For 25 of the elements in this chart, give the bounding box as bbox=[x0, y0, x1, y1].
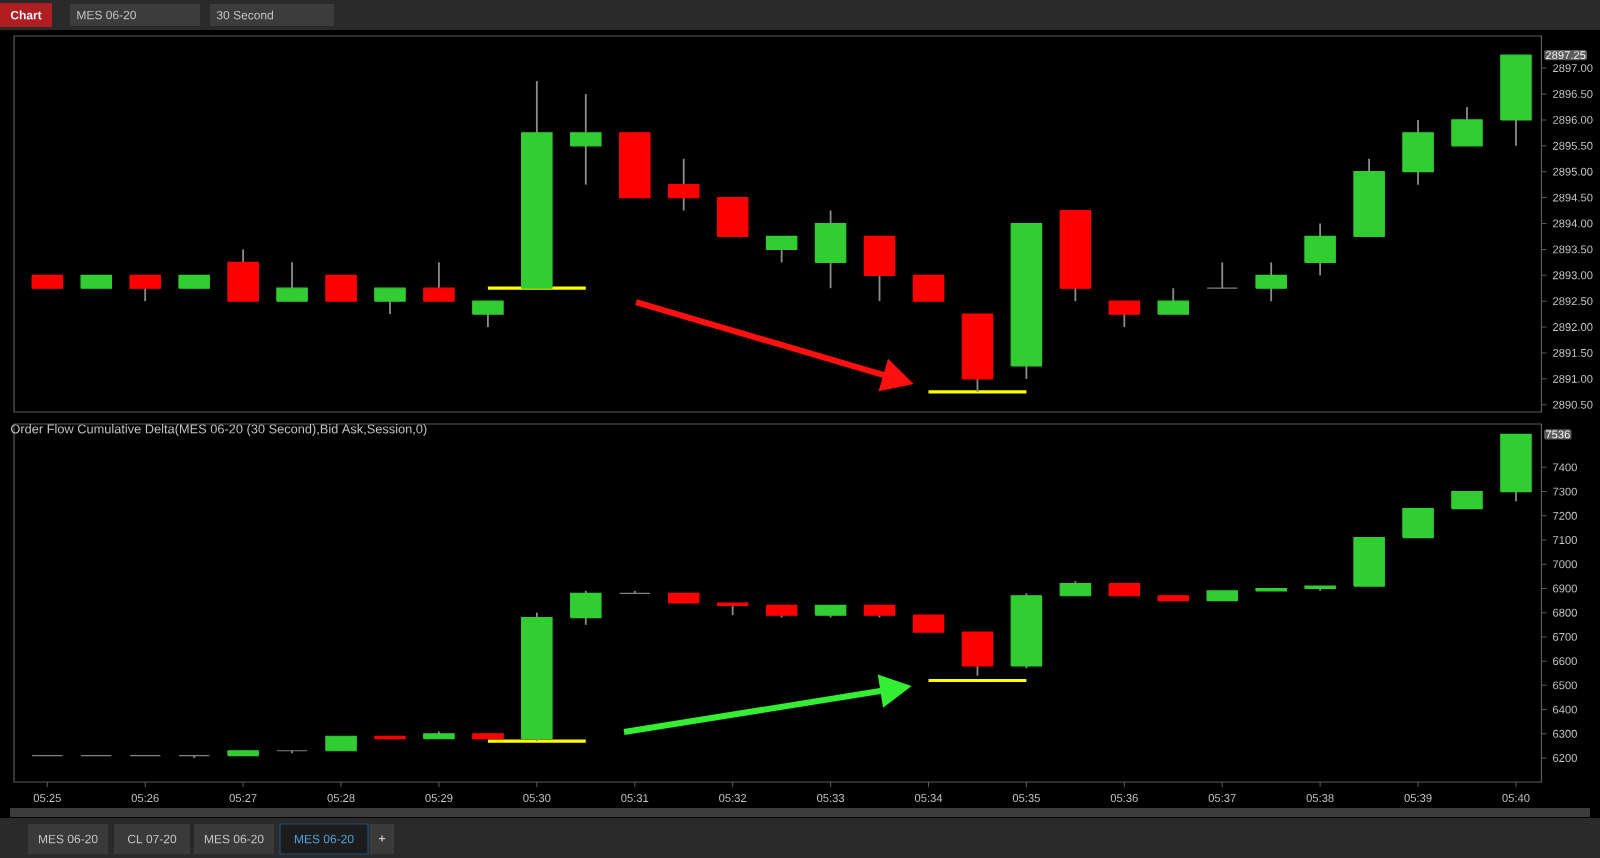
candlestick bbox=[814, 209, 847, 290]
candlestick bbox=[227, 248, 259, 303]
candlestick bbox=[1255, 261, 1287, 303]
candlestick bbox=[129, 274, 161, 303]
candlestick bbox=[472, 300, 504, 328]
candlestick bbox=[1304, 222, 1336, 277]
candlestick bbox=[1402, 119, 1434, 186]
candlestick bbox=[276, 261, 308, 303]
candlestick bbox=[1402, 507, 1434, 539]
candlestick bbox=[1108, 300, 1141, 328]
candlestick bbox=[667, 157, 700, 212]
candlestick bbox=[1206, 261, 1239, 290]
candlestick bbox=[863, 235, 896, 303]
candlestick bbox=[570, 590, 602, 626]
candlestick bbox=[423, 261, 455, 303]
candlestick bbox=[912, 274, 945, 302]
candlestick bbox=[374, 287, 406, 316]
candlestick bbox=[716, 196, 749, 238]
candlestick bbox=[325, 274, 357, 303]
candlestick bbox=[276, 749, 308, 755]
candlestick bbox=[1157, 287, 1190, 316]
candlestick bbox=[961, 631, 994, 677]
candlestick bbox=[570, 93, 602, 186]
candlestick bbox=[1451, 106, 1483, 147]
candlestick bbox=[765, 235, 798, 264]
